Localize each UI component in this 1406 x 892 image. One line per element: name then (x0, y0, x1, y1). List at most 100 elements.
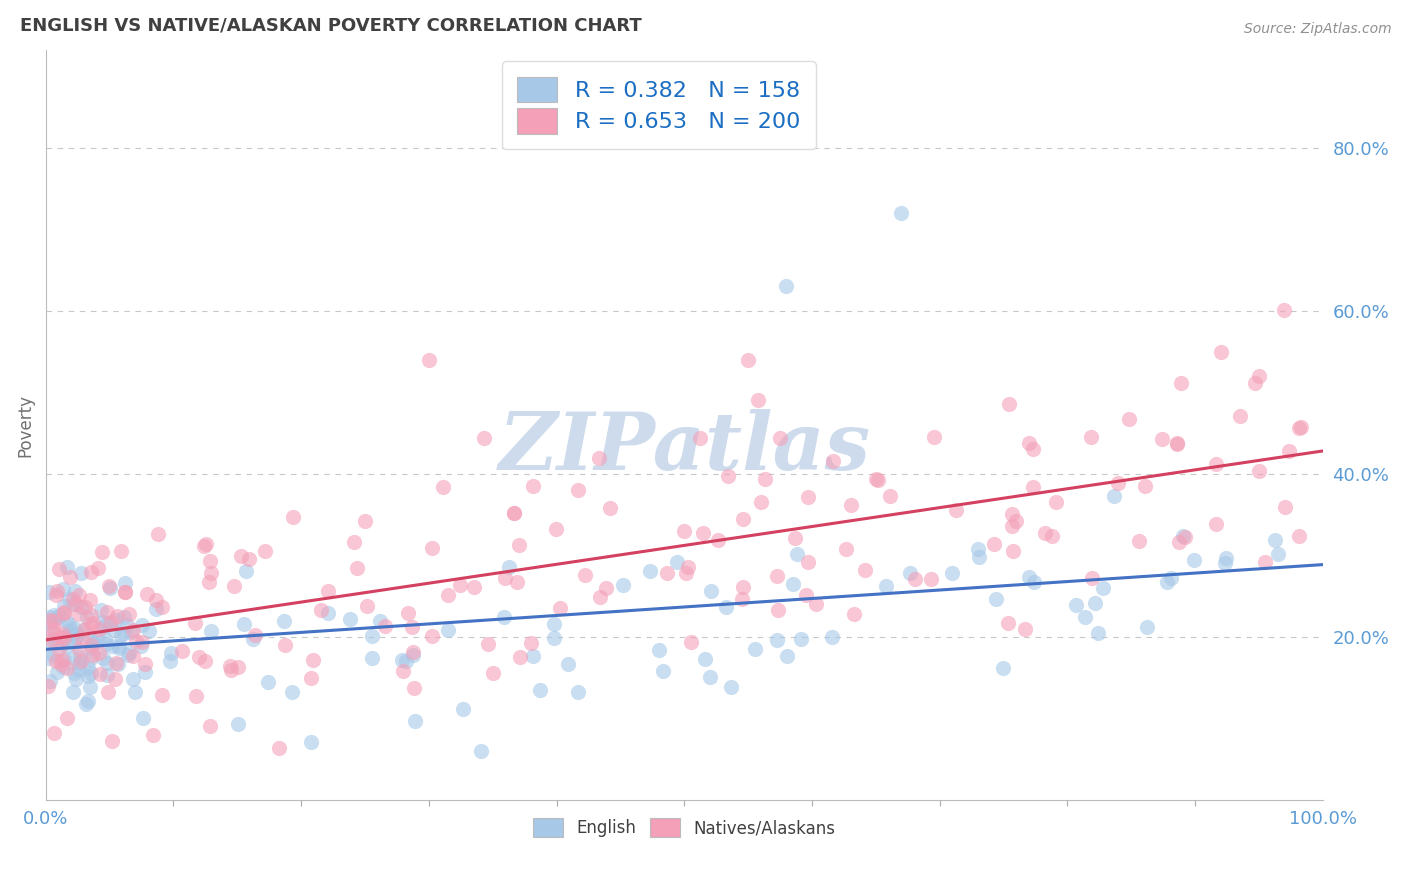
Point (226, 716, 249, 731)
Point (159, 654, 181, 668)
Point (45, 654, 67, 668)
Point (782, 576, 804, 591)
Point (402, 681, 425, 695)
Point (494, 571, 516, 585)
Point (1084, 596, 1107, 610)
Point (346, 561, 368, 575)
Point (98, 579, 121, 593)
Point (744, 642, 766, 657)
Point (522, 479, 544, 493)
Point (529, 683, 551, 698)
Point (67, 607, 90, 622)
Point (720, 681, 742, 695)
Point (188, 649, 211, 664)
Point (492, 610, 515, 624)
Point (281, 510, 304, 524)
Point (45, 665, 67, 680)
Point (361, 650, 384, 665)
Point (676, 559, 699, 574)
Point (1156, 575, 1178, 590)
Point (51, 657, 73, 671)
Point (1107, 476, 1129, 491)
Point (785, 531, 807, 545)
Point (281, 685, 304, 699)
Point (79, 652, 101, 666)
Point (129, 640, 152, 654)
Point (243, 628, 266, 642)
Point (72, 623, 94, 637)
Point (42, 625, 65, 640)
Point (94, 637, 117, 651)
Point (87, 623, 110, 637)
Point (75, 623, 97, 637)
Point (65, 630, 87, 644)
Point (1064, 599, 1087, 613)
Point (924, 430, 946, 444)
Point (42, 614, 65, 628)
Point (1135, 620, 1157, 634)
Point (52, 599, 75, 614)
Point (695, 651, 717, 665)
Point (436, 588, 458, 602)
Point (76, 661, 98, 675)
Point (222, 579, 245, 593)
Point (997, 616, 1019, 631)
Point (138, 624, 160, 638)
Point (453, 702, 475, 716)
Point (1166, 436, 1188, 450)
Point (104, 672, 127, 686)
Point (482, 665, 505, 680)
Point (502, 507, 524, 521)
Point (1033, 525, 1056, 540)
Point (52, 631, 75, 645)
Point (67, 642, 90, 657)
Point (1133, 479, 1156, 493)
Point (37, 679, 59, 693)
Point (520, 636, 543, 650)
Point (700, 584, 723, 599)
Point (108, 641, 131, 656)
Point (150, 688, 173, 702)
Point (506, 574, 529, 589)
Point (402, 645, 425, 659)
Point (472, 431, 495, 445)
Point (66, 626, 89, 640)
Point (343, 534, 366, 549)
Point (121, 623, 143, 637)
Point (689, 432, 711, 446)
Point (1209, 344, 1232, 359)
Point (49, 607, 72, 622)
Point (145, 602, 167, 616)
Point (681, 634, 703, 648)
Point (55, 661, 77, 675)
Point (786, 547, 808, 561)
Point (546, 522, 568, 536)
Point (76, 610, 98, 624)
Point (353, 514, 375, 528)
Point (437, 623, 460, 637)
Point (200, 566, 222, 580)
Point (79, 631, 101, 645)
Point (1264, 533, 1286, 547)
Point (796, 588, 818, 602)
Point (87, 632, 110, 647)
Point (97, 685, 120, 699)
Point (401, 620, 423, 634)
Point (835, 541, 858, 556)
Point (1022, 575, 1045, 590)
Point (966, 542, 988, 557)
Point (146, 527, 169, 541)
Point (56, 560, 79, 574)
Point (733, 580, 755, 594)
Point (110, 544, 132, 558)
Point (420, 541, 443, 556)
Point (449, 577, 471, 591)
Point (184, 616, 207, 631)
Point (195, 537, 218, 551)
Point (52, 660, 75, 674)
Point (356, 599, 378, 613)
Point (1000, 519, 1022, 533)
Point (51, 637, 73, 651)
Point (842, 607, 865, 622)
Point (52, 652, 75, 666)
